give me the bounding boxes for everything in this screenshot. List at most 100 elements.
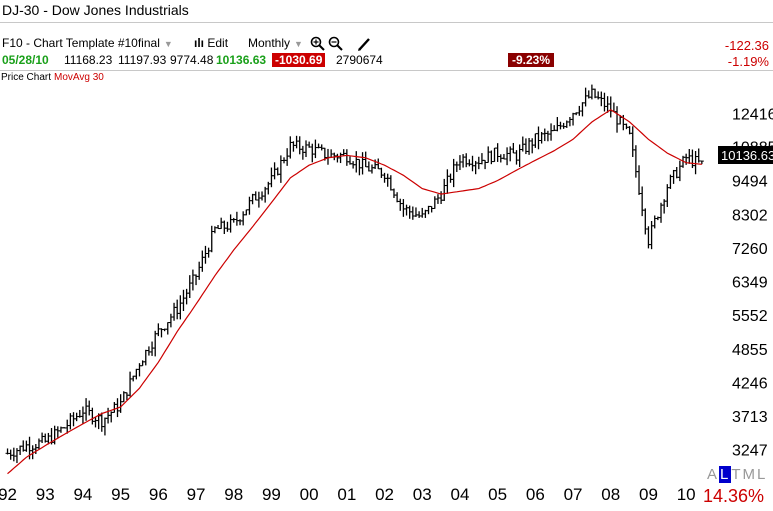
scale-mode-option[interactable]: M (742, 466, 758, 483)
scale-mode-option[interactable]: L (757, 466, 768, 483)
x-tick-label: 98 (224, 485, 243, 504)
zoom-out-button[interactable] (328, 36, 344, 52)
edit-button[interactable]: ılı Edit (194, 36, 228, 50)
price-bar (241, 211, 246, 226)
price-bar (555, 117, 560, 132)
price-bar (209, 225, 214, 253)
x-tick-label: 02 (375, 485, 394, 504)
price-bar (102, 417, 107, 436)
x-tick-label: 08 (601, 485, 620, 504)
price-bar (203, 245, 208, 264)
price-bar (492, 147, 497, 163)
price-bar (495, 143, 500, 162)
price-bar (640, 186, 645, 217)
price-bar (385, 173, 390, 187)
price-bar (269, 167, 274, 188)
price-bar (344, 149, 349, 166)
price-bar (175, 299, 180, 320)
price-bar (11, 447, 16, 462)
price-bar (486, 146, 491, 163)
price-bar (90, 407, 95, 425)
quote-date-text: 05/28/10 (2, 53, 49, 67)
price-bar (250, 193, 255, 205)
price-bar (272, 162, 277, 180)
price-bar (435, 194, 440, 204)
price-bar (165, 322, 170, 335)
x-tick-label: 10 (677, 485, 696, 504)
scale-mode-selector[interactable]: ALTML (707, 466, 767, 483)
price-bar (310, 143, 315, 163)
period-selector[interactable]: Monthly ▼ (248, 36, 303, 50)
price-bar (457, 155, 462, 171)
price-bar (219, 217, 224, 230)
y-tick-label: 9494 (732, 174, 768, 191)
price-bar (549, 123, 554, 141)
price-bar (288, 136, 293, 159)
price-bar (501, 153, 506, 160)
template-selector[interactable]: F10 - Chart Template #10final ▼ (2, 36, 173, 50)
pencil-icon (358, 38, 370, 51)
price-bar (134, 368, 139, 380)
price-bar (401, 199, 406, 217)
x-axis: 92 93 94 95 96 97 98 99 00 01 02 03 04 05 06 07 08 09 10 (0, 485, 696, 504)
price-bar (429, 205, 434, 213)
price-bar (395, 192, 400, 203)
price-bar (470, 155, 475, 172)
y-tick-label: 12416 (732, 106, 773, 123)
price-bar (483, 159, 488, 170)
change-percent: -1.19% (727, 54, 769, 69)
price-bar (197, 261, 202, 280)
price-bar (325, 148, 330, 165)
price-bar (256, 191, 261, 208)
price-bar (137, 363, 142, 377)
price-bar (36, 438, 41, 450)
price-bar (602, 92, 607, 112)
price-bar (511, 142, 516, 154)
price-bar (291, 141, 296, 152)
price-bar (184, 288, 189, 305)
quote-high: 11197.93 (118, 53, 167, 67)
zoom-in-button[interactable] (310, 36, 326, 52)
price-bar (514, 150, 519, 165)
price-bar (341, 149, 346, 156)
price-bar (536, 126, 541, 150)
price-bar (464, 153, 469, 168)
scale-mode-option[interactable]: T (731, 466, 743, 483)
price-bar (505, 147, 510, 166)
scale-mode-option[interactable]: L (719, 466, 732, 483)
price-bar (228, 214, 233, 233)
y-tick-label: 5552 (732, 308, 768, 325)
price-bar (571, 112, 576, 126)
price-bar (354, 151, 359, 173)
price-bar (369, 164, 374, 174)
y-tick-label: 3713 (732, 409, 768, 426)
scale-mode-option[interactable]: A (707, 466, 720, 483)
price-bar (451, 158, 456, 188)
x-tick-label: 97 (187, 485, 206, 504)
y-tick-label: 4855 (732, 342, 768, 359)
price-chart-label: Price Chart (1, 72, 52, 83)
price-bar (379, 167, 384, 178)
bottom-percent: 14.36% (703, 486, 765, 506)
price-bar (649, 221, 654, 250)
x-tick-label: 01 (337, 485, 356, 504)
price-bar (247, 196, 252, 215)
y-tick-label: 7260 (732, 241, 768, 258)
price-bar (580, 102, 585, 117)
quote-close: 10136.63 (216, 53, 266, 67)
price-bar (222, 220, 227, 235)
price-bar (533, 133, 538, 148)
price-bar (445, 169, 450, 194)
quote-change: -1030.69 (272, 53, 326, 67)
price-bar (319, 144, 324, 151)
price-bar (225, 221, 230, 232)
price-bar (659, 202, 664, 223)
price-bar (467, 159, 472, 167)
draw-button[interactable] (356, 36, 372, 52)
period-label: Monthly (248, 36, 291, 50)
price-bar (517, 144, 522, 167)
price-bar (200, 250, 205, 272)
price-bar (630, 126, 635, 158)
price-bar (366, 161, 371, 172)
